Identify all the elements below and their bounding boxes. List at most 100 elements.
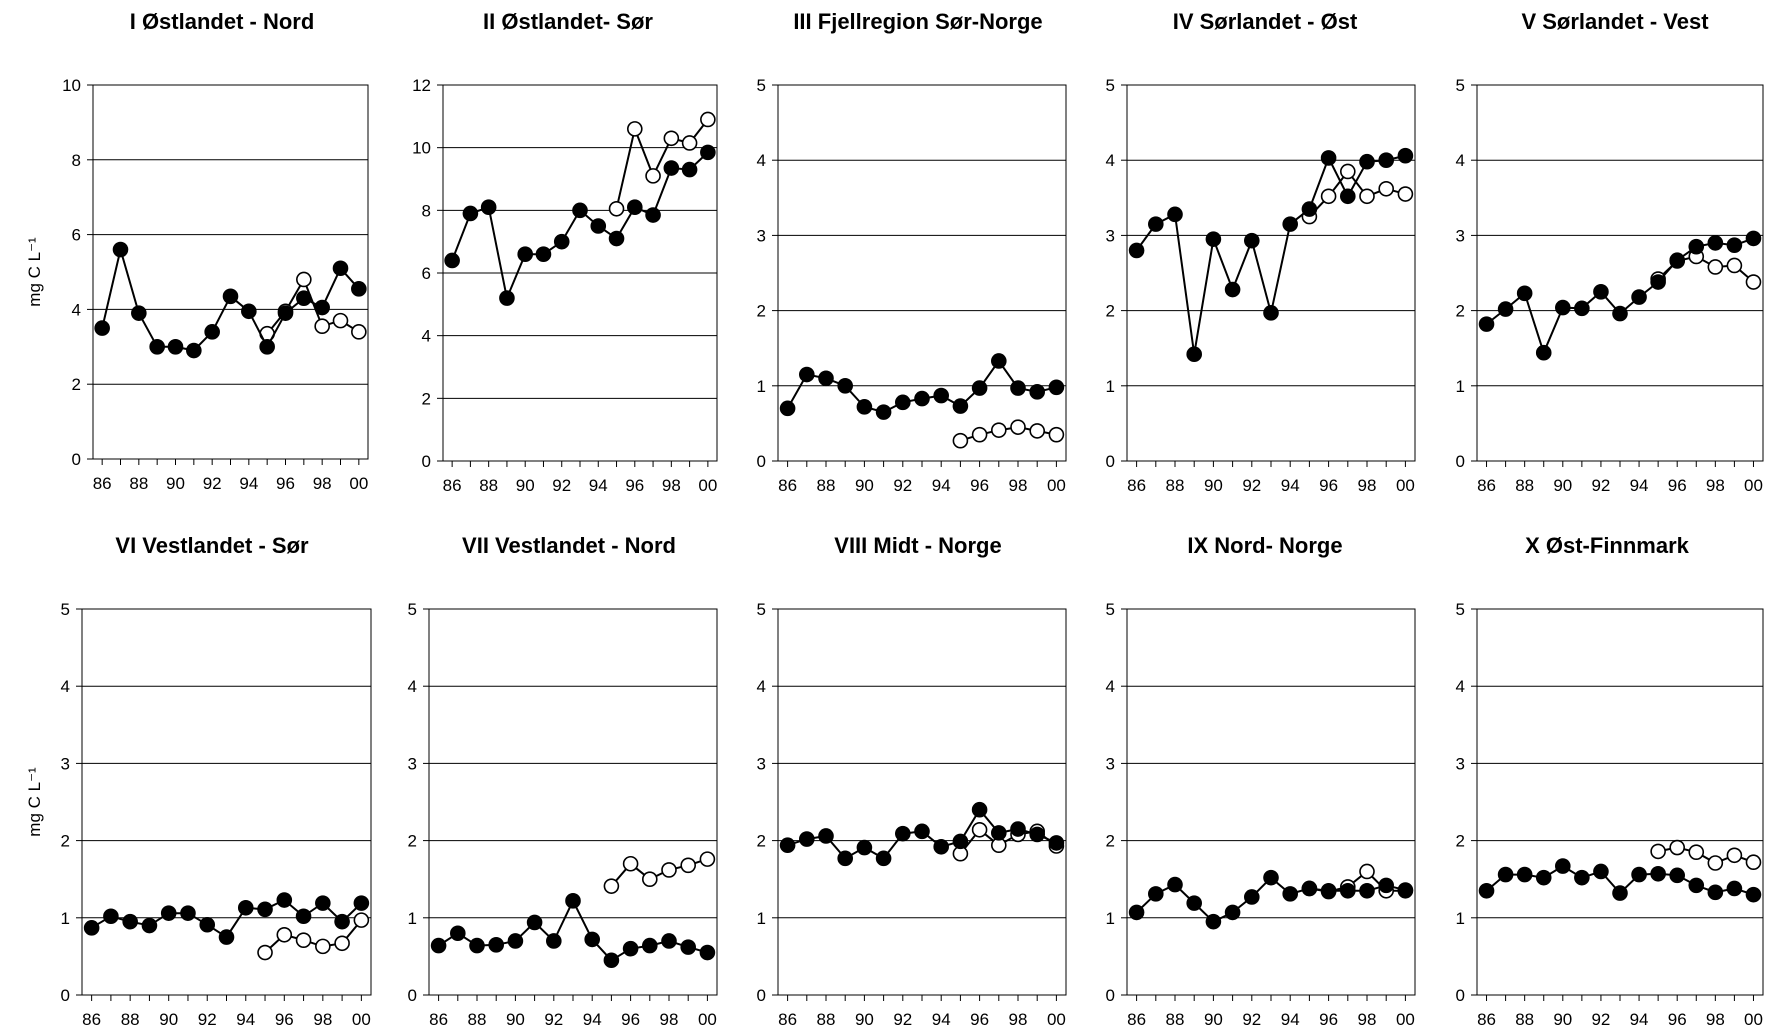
- y-tick-label: 5: [1456, 600, 1465, 619]
- data-point-open: [1320, 188, 1337, 205]
- y-tick-label: 0: [757, 452, 766, 471]
- x-tick-label: 94: [1281, 1010, 1300, 1029]
- data-point-filled: [971, 380, 988, 396]
- data-point-open: [314, 318, 330, 335]
- data-point-open: [1688, 844, 1705, 860]
- x-tick-label: 94: [1630, 1010, 1649, 1029]
- data-point-filled: [933, 838, 950, 855]
- data-point-filled: [1224, 904, 1241, 921]
- y-tick-label: 0: [422, 452, 431, 471]
- data-point-filled: [488, 937, 505, 953]
- data-point-filled: [535, 246, 552, 262]
- data-point-open: [681, 135, 698, 151]
- chart-panel-9: IX Nord- Norge 0 1 2 3 4 5 86 88 90 92 94 96 98 00: [1106, 533, 1416, 1029]
- x-tick-label: 90: [1553, 476, 1572, 495]
- data-point-filled: [1555, 299, 1571, 316]
- y-tick-label: 4: [1456, 677, 1465, 696]
- chart-panel-6: VI Vestlandet - Sør 0 1 2 3 4 5 86 88 90 92 94 96 98 0…: [25, 533, 372, 1029]
- data-point-filled: [1535, 869, 1552, 886]
- x-tick-label: 92: [1242, 1010, 1261, 1029]
- x-tick-label: 96: [1319, 1010, 1338, 1029]
- data-point-filled: [1263, 305, 1279, 321]
- panel-title: VII Vestlandet - Nord: [462, 533, 676, 558]
- x-tick-label: 94: [1630, 476, 1649, 495]
- x-tick-label: 98: [662, 476, 681, 495]
- data-point-filled: [1478, 316, 1495, 332]
- data-point-filled: [1669, 867, 1685, 884]
- data-point-open: [353, 912, 370, 928]
- data-point-filled: [1378, 877, 1394, 894]
- y-tick-label: 2: [1456, 832, 1465, 851]
- data-point-filled: [1359, 153, 1375, 170]
- data-point-filled: [1726, 237, 1743, 253]
- y-tick-label: 3: [1106, 226, 1115, 245]
- data-point-filled: [204, 324, 220, 340]
- data-point-open: [622, 855, 639, 872]
- data-point-open: [315, 938, 331, 955]
- y-tick-label: 0: [1456, 986, 1465, 1005]
- panel-title: X Øst-Finnmark: [1525, 533, 1690, 558]
- y-tick-label: 3: [757, 754, 766, 773]
- data-point-filled: [837, 377, 854, 394]
- chart-panel-2: II Østlandet- Sør 0 2 4 6 8 10 12 86 88 90 92 94 96 98…: [412, 9, 718, 495]
- y-tick-label: 1: [757, 909, 766, 928]
- y-tick-label: 0: [1106, 452, 1115, 471]
- data-point-filled: [334, 913, 350, 930]
- series-line-filled: [1135, 154, 1406, 355]
- panel-title: IV Sørlandet - Øst: [1173, 9, 1358, 34]
- data-point-filled: [622, 940, 639, 957]
- data-point-filled: [180, 905, 196, 921]
- data-point-filled: [480, 199, 497, 215]
- data-point-filled: [112, 241, 129, 258]
- y-tick-label: 0: [72, 450, 81, 469]
- data-point-filled: [1148, 216, 1164, 232]
- data-point-open: [332, 312, 349, 329]
- x-tick-label: 92: [1591, 1010, 1610, 1029]
- data-point-open: [1048, 426, 1065, 443]
- data-point-filled: [1128, 904, 1145, 921]
- data-point-filled: [1669, 252, 1685, 269]
- y-tick-label: 3: [1106, 754, 1115, 773]
- x-tick-label: 98: [313, 474, 332, 493]
- data-point-filled: [237, 899, 254, 916]
- data-point-filled: [1010, 380, 1026, 396]
- y-tick-label: 2: [757, 302, 766, 321]
- plot-area: [1126, 84, 1416, 462]
- x-tick-label: 92: [552, 476, 571, 495]
- data-point-filled: [1745, 230, 1762, 247]
- data-point-filled: [856, 839, 873, 856]
- data-point-filled: [141, 917, 158, 934]
- y-tick-label: 0: [61, 986, 70, 1005]
- y-tick-label: 8: [422, 201, 431, 220]
- x-tick-label: 90: [166, 474, 185, 493]
- y-tick-label: 2: [408, 832, 417, 851]
- x-tick-label: 96: [621, 1010, 640, 1029]
- x-tick-label: 00: [1047, 476, 1066, 495]
- data-point-open: [295, 932, 312, 948]
- data-point-filled: [1397, 147, 1414, 164]
- plot-area: [1476, 608, 1764, 996]
- x-tick-label: 00: [1744, 476, 1763, 495]
- data-point-filled: [875, 404, 892, 420]
- data-point-filled: [952, 833, 969, 850]
- chart-panel-3: III Fjellregion Sør-Norge 0 1 2 3 4 5 86 88 90 92 9…: [757, 9, 1067, 495]
- data-point-filled: [553, 233, 570, 250]
- plot-area: [92, 84, 369, 460]
- data-point-filled: [1555, 858, 1571, 874]
- x-tick-label: 88: [1515, 1010, 1534, 1029]
- data-point-filled: [167, 338, 184, 355]
- y-tick-label: 3: [408, 754, 417, 773]
- x-tick-label: 96: [1668, 1010, 1687, 1029]
- data-point-filled: [971, 801, 988, 818]
- data-point-open: [1726, 847, 1743, 864]
- data-point-filled: [663, 160, 680, 176]
- data-point-filled: [798, 366, 815, 383]
- x-tick-label: 92: [893, 1010, 912, 1029]
- data-point-open: [1029, 423, 1045, 439]
- data-point-filled: [914, 823, 930, 840]
- data-point-filled: [103, 908, 119, 925]
- data-point-filled: [1631, 289, 1647, 305]
- x-tick-label: 96: [275, 1010, 294, 1029]
- chart-panel-5: V Sørlandet - Vest 0 1 2 3 4 5 86 88 90 92 94 96 98 00: [1456, 9, 1764, 495]
- y-tick-label: 4: [757, 151, 766, 170]
